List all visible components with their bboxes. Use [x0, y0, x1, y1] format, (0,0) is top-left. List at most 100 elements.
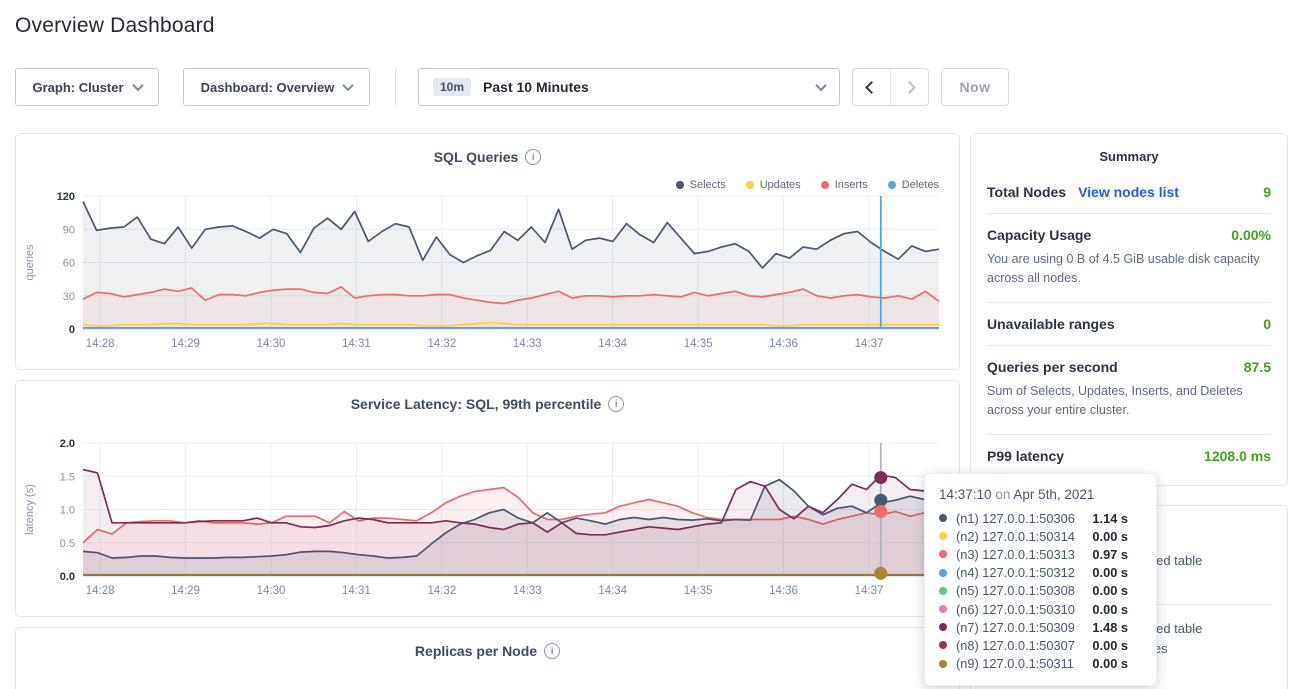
- svg-text:120: 120: [57, 191, 75, 203]
- queries-per-second-description: Sum of Selects, Updates, Inserts, and De…: [987, 383, 1243, 418]
- svg-text:14:29: 14:29: [171, 338, 200, 350]
- time-prev-button[interactable]: [853, 69, 890, 105]
- legend-dot-icon: [820, 181, 829, 189]
- svg-text:1.0: 1.0: [60, 505, 75, 517]
- svg-text:14:35: 14:35: [684, 585, 713, 597]
- view-nodes-list-link[interactable]: View nodes list: [1078, 184, 1179, 200]
- replicas-per-node-title: Replicas per Node: [414, 643, 538, 659]
- time-next-button-disabled[interactable]: [890, 69, 928, 105]
- svg-text:14:36: 14:36: [769, 338, 798, 350]
- svg-text:14:34: 14:34: [598, 338, 627, 350]
- sql-queries-chart[interactable]: 0 30 60 90 120 14:28 14:29 14:30 14:31 14:32 14:33…: [19, 188, 957, 365]
- service-latency-panel: Service Latency: SQL, 99th percentile i …: [15, 380, 960, 617]
- page-title: Overview Dashboard: [15, 14, 215, 37]
- legend-item-updates[interactable]: Updates: [745, 179, 801, 191]
- node-color-dot-icon: [939, 532, 947, 541]
- svg-text:14:28: 14:28: [86, 338, 115, 350]
- chevron-down-icon: [131, 79, 144, 92]
- tooltip-node-row: (n7) 127.0.0.1:50309 1.48 s: [939, 618, 1142, 636]
- legend-item-inserts[interactable]: Inserts: [820, 179, 868, 191]
- svg-text:latency (s): latency (s): [24, 484, 36, 535]
- svg-text:14:35: 14:35: [684, 338, 713, 350]
- legend-item-selects[interactable]: Selects: [675, 179, 726, 191]
- divider: [987, 213, 1271, 214]
- svg-text:60: 60: [63, 258, 75, 270]
- svg-text:2.0: 2.0: [60, 438, 75, 450]
- tooltip-node-row: (n6) 127.0.0.1:50310 0.00 s: [939, 600, 1142, 618]
- svg-text:0.0: 0.0: [60, 571, 75, 583]
- svg-text:14:31: 14:31: [342, 585, 371, 597]
- svg-text:14:30: 14:30: [257, 585, 286, 597]
- node-color-dot-icon: [939, 623, 947, 632]
- svg-text:14:28: 14:28: [86, 585, 115, 597]
- tooltip-node-row: (n1) 127.0.0.1:50306 1.14 s: [939, 509, 1142, 527]
- dashboard-controls: Graph: Cluster Dashboard: Overview 10m P…: [0, 68, 1290, 106]
- svg-text:queries: queries: [24, 244, 36, 281]
- time-range-dropdown[interactable]: 10m Past 10 Minutes: [418, 68, 840, 106]
- node-color-dot-icon: [939, 550, 947, 559]
- svg-text:14:33: 14:33: [513, 338, 542, 350]
- service-latency-title: Service Latency: SQL, 99th percentile: [350, 396, 602, 412]
- node-color-dot-icon: [939, 659, 947, 668]
- svg-text:0: 0: [69, 324, 75, 336]
- summary-row-queries-per-second: Queries per second 87.5 Sum of Selects, …: [987, 359, 1271, 421]
- tooltip-node-row: (n8) 127.0.0.1:50307 0.00 s: [939, 636, 1142, 654]
- summary-row-capacity-usage: Capacity Usage 0.00% You are using 0 B o…: [987, 227, 1271, 289]
- node-color-dot-icon: [939, 586, 947, 595]
- info-icon[interactable]: i: [525, 149, 542, 165]
- summary-panel: Summary Total Nodes View nodes list 9 Ca…: [970, 133, 1288, 486]
- latency-hover-tooltip: 14:37:10 on Apr 5th, 2021 (n1) 127.0.0.1…: [924, 473, 1157, 686]
- legend-item-deletes[interactable]: Deletes: [887, 179, 939, 191]
- divider: [987, 433, 1271, 435]
- node-color-dot-icon: [939, 514, 947, 523]
- capacity-usage-description: You are using 0 B of 4.5 GiB usable disk…: [987, 252, 1260, 286]
- legend-dot-icon: [675, 181, 684, 189]
- time-range-label: Past 10 Minutes: [483, 79, 589, 95]
- sql-queries-panel: SQL Queries i Selects Updates Inserts Delet…: [15, 133, 960, 370]
- tooltip-node-row: (n9) 127.0.0.1:50311 0.00 s: [939, 655, 1142, 673]
- dashboard-select-label: Dashboard: Overview: [200, 79, 335, 95]
- svg-text:14:37: 14:37: [855, 338, 884, 350]
- node-color-dot-icon: [939, 641, 947, 650]
- svg-text:1.5: 1.5: [60, 471, 75, 483]
- svg-text:14:33: 14:33: [513, 585, 542, 597]
- capacity-usage-label: Capacity Usage: [987, 227, 1092, 243]
- node-color-dot-icon: [939, 568, 947, 577]
- sql-queries-legend: Selects Updates Inserts Deletes: [675, 179, 939, 191]
- chevron-down-icon: [342, 79, 354, 92]
- summary-row-total-nodes: Total Nodes View nodes list 9: [987, 184, 1271, 200]
- unavailable-ranges-value: 0: [1263, 315, 1271, 332]
- dashboard-select-dropdown[interactable]: Dashboard: Overview: [183, 68, 370, 106]
- info-icon[interactable]: i: [544, 643, 561, 659]
- svg-text:14:37: 14:37: [855, 585, 884, 597]
- service-latency-chart[interactable]: 0.0 0.5 1.0 1.5 2.0 14:28 14:29 14:30 14:31 14:32…: [19, 435, 957, 612]
- queries-per-second-label: Queries per second: [987, 358, 1118, 375]
- graph-scope-label: Graph: Cluster: [32, 79, 124, 95]
- total-nodes-label: Total Nodes: [987, 184, 1067, 200]
- legend-dot-icon: [887, 181, 896, 189]
- svg-text:90: 90: [63, 224, 75, 236]
- svg-text:14:32: 14:32: [427, 338, 456, 350]
- tooltip-node-row: (n3) 127.0.0.1:50313 0.97 s: [939, 545, 1142, 563]
- svg-text:14:36: 14:36: [769, 585, 798, 597]
- capacity-usage-value: 0.00%: [1231, 227, 1271, 243]
- legend-dot-icon: [745, 181, 754, 189]
- total-nodes-value: 9: [1263, 184, 1271, 200]
- time-pager: [852, 68, 929, 106]
- p99-latency-label: P99 latency: [987, 447, 1065, 464]
- replicas-per-node-panel: Replicas per Node i: [15, 627, 960, 689]
- divider: [987, 301, 1271, 303]
- summary-title: Summary: [1099, 149, 1159, 164]
- svg-text:14:30: 14:30: [257, 338, 286, 350]
- svg-text:0.5: 0.5: [60, 538, 75, 550]
- now-button-disabled[interactable]: Now: [941, 68, 1009, 106]
- chevron-right-icon: [903, 80, 916, 94]
- unavailable-ranges-label: Unavailable ranges: [987, 315, 1115, 332]
- summary-row-unavailable-ranges: Unavailable ranges 0: [987, 316, 1271, 332]
- node-color-dot-icon: [939, 605, 947, 614]
- info-icon[interactable]: i: [608, 396, 625, 412]
- divider: [987, 344, 1271, 346]
- tooltip-node-row: (n5) 127.0.0.1:50308 0.00 s: [939, 582, 1142, 600]
- graph-scope-dropdown[interactable]: Graph: Cluster: [15, 68, 159, 106]
- summary-row-p99-latency: P99 latency 1208.0 ms: [987, 448, 1271, 464]
